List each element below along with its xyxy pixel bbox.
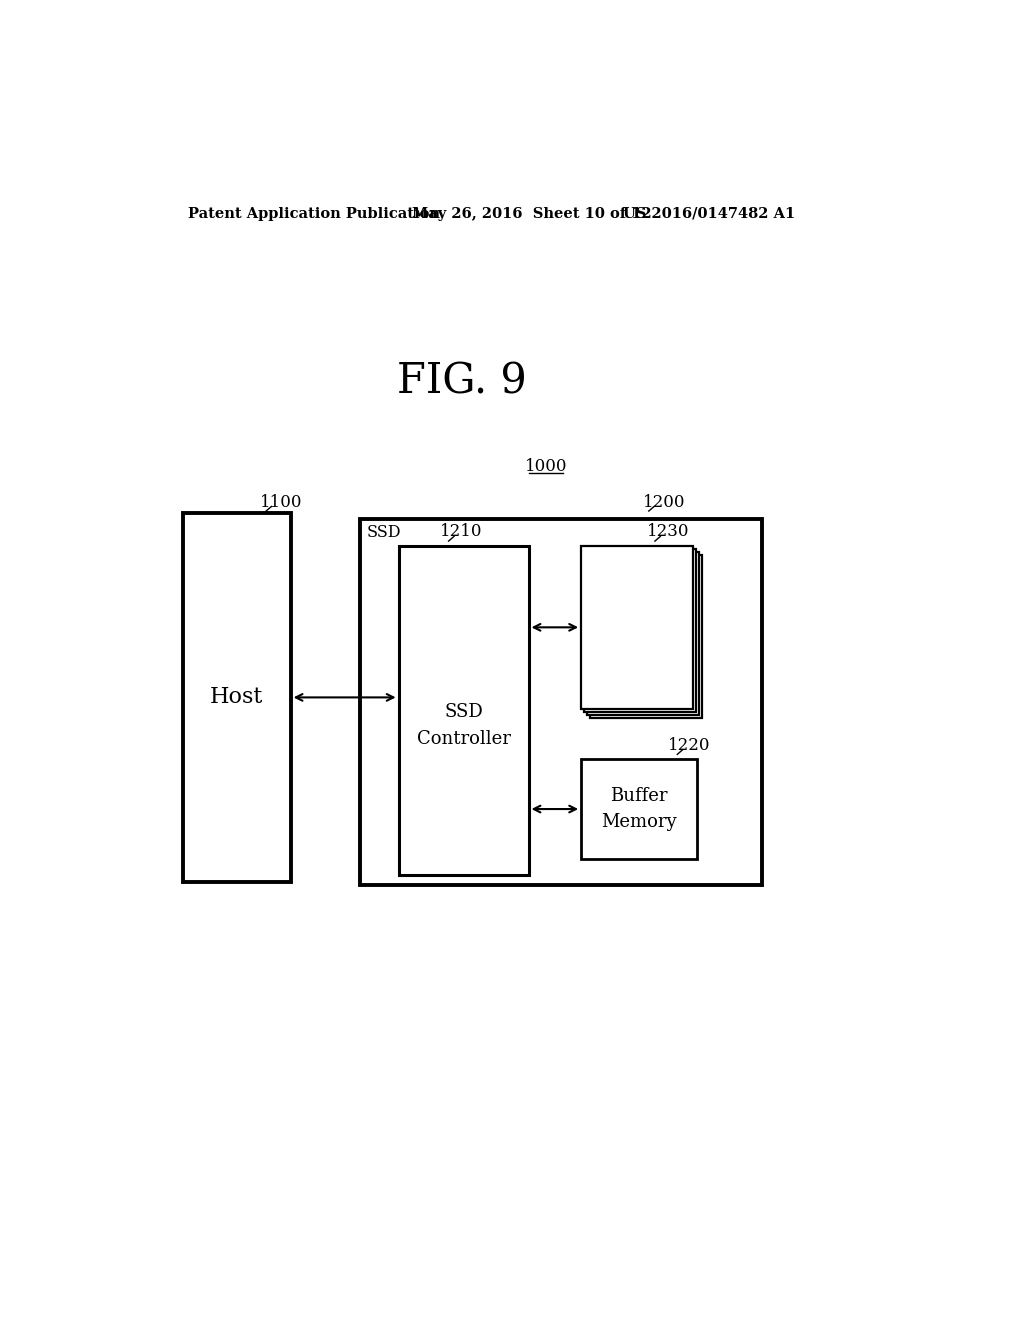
Text: FIG. 9: FIG. 9: [396, 360, 526, 403]
Text: Patent Application Publication: Patent Application Publication: [188, 207, 440, 220]
Text: Host: Host: [210, 686, 263, 709]
Text: US 2016/0147482 A1: US 2016/0147482 A1: [624, 207, 796, 220]
Text: 1220: 1220: [669, 737, 711, 754]
Bar: [360, 519, 762, 886]
Bar: [590, 554, 701, 718]
Text: 1210: 1210: [440, 523, 483, 540]
Bar: [581, 759, 696, 859]
Text: SSD: SSD: [367, 524, 400, 541]
Text: May 26, 2016  Sheet 10 of 12: May 26, 2016 Sheet 10 of 12: [412, 207, 651, 220]
Bar: [584, 549, 695, 711]
Text: Buffer
Memory: Buffer Memory: [601, 787, 677, 832]
Bar: [587, 552, 698, 715]
Bar: [581, 545, 692, 709]
Bar: [398, 545, 528, 875]
Text: 1100: 1100: [260, 494, 303, 511]
Text: NVM: NVM: [609, 618, 665, 636]
Bar: [183, 512, 291, 882]
Text: 1230: 1230: [647, 523, 689, 540]
Text: 1000: 1000: [525, 458, 567, 475]
Text: SSD
Controller: SSD Controller: [417, 704, 511, 747]
Text: 1200: 1200: [643, 494, 685, 511]
